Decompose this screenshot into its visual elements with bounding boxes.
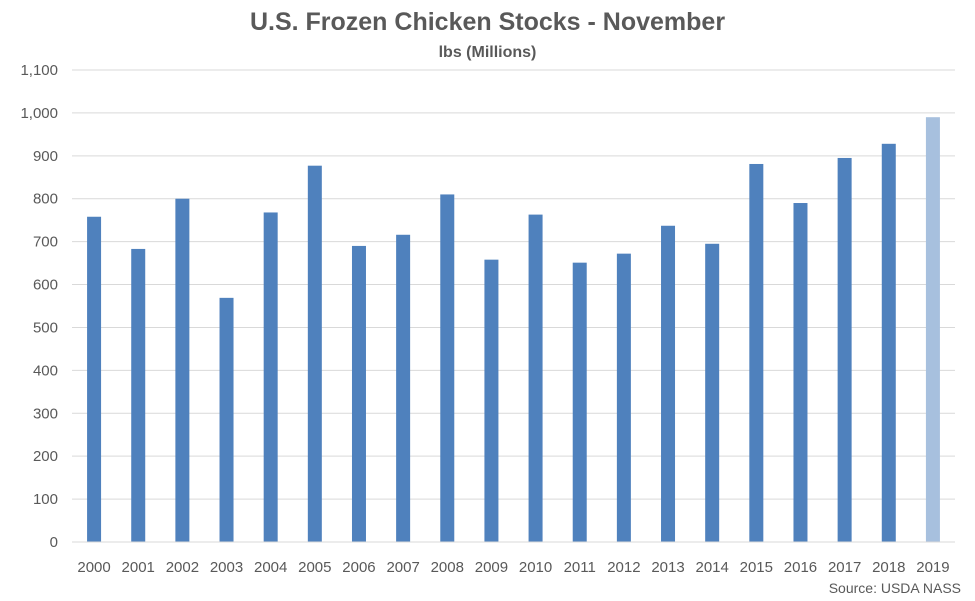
bar-2015 [749,163,764,543]
bar-2005 [307,165,322,543]
bar-2018 [881,143,896,542]
x-tick-label: 2016 [784,559,817,576]
bar-2011 [572,262,587,542]
y-tick-label: 500 [33,319,58,336]
y-tick-label: 1,000 [20,105,58,122]
bar-2014 [705,243,720,543]
bars [87,117,940,543]
x-tick-label: 2006 [342,559,375,576]
y-tick-label: 800 [33,191,58,208]
y-tick-label: 600 [33,277,58,294]
y-tick-label: 300 [33,405,58,422]
x-tick-label: 2013 [651,559,684,576]
x-tick-label: 2002 [166,559,199,576]
bar-2003 [219,297,234,542]
chart-title: U.S. Frozen Chicken Stocks - November [249,8,726,36]
bar-2012 [616,253,631,542]
x-tick-label: 2008 [431,559,464,576]
x-tick-label: 2003 [210,559,243,576]
x-tick-label: 2015 [740,559,773,576]
x-tick-label: 2000 [77,559,110,576]
x-tick-label: 2012 [607,559,640,576]
bar-2000 [87,216,102,542]
x-tick-label: 2014 [695,559,728,576]
x-axis: 2000 2001 2002 2003 2004 2005 2006 2007 2008 2009… [72,541,955,576]
x-tick-label: 2018 [872,559,905,576]
bar-2009 [484,259,499,542]
y-tick-label: 400 [33,362,58,379]
y-tick-label: 900 [33,148,58,165]
x-tick-label: 2017 [828,559,861,576]
bar-2010 [528,214,543,542]
y-tick-label: 1,100 [20,62,58,79]
bar-2019 [925,117,940,542]
y-tick-label: 200 [33,448,58,465]
bar-2002 [175,198,190,542]
x-tick-label: 2001 [122,559,155,576]
bar-2007 [396,234,411,542]
bar-2001 [131,248,146,542]
y-tick-label: 100 [33,491,58,508]
bar-2006 [351,245,366,542]
x-tick-label: 2009 [475,559,508,576]
x-tick-label: 2019 [916,559,949,576]
y-axis: 0 100 200 300 400 500 600 700 800 900 1,000 1,100 [20,62,58,551]
bar-2004 [263,212,278,542]
bar-2016 [793,203,808,542]
x-tick-label: 2011 [564,559,596,576]
x-tick-label: 2007 [386,559,419,576]
bar-2017 [837,157,852,543]
x-tick-label: 2010 [519,559,552,576]
y-tick-label: 0 [50,534,58,551]
gridlines [72,69,955,543]
bar-2013 [661,225,676,542]
y-tick-label: 700 [33,234,58,251]
source-note: Source: USDA NASS [828,580,961,596]
chart-subtitle: lbs (Millions) [438,44,537,61]
x-tick-label: 2004 [254,559,287,576]
x-tick-label: 2005 [298,559,331,576]
bar-2008 [440,194,455,542]
